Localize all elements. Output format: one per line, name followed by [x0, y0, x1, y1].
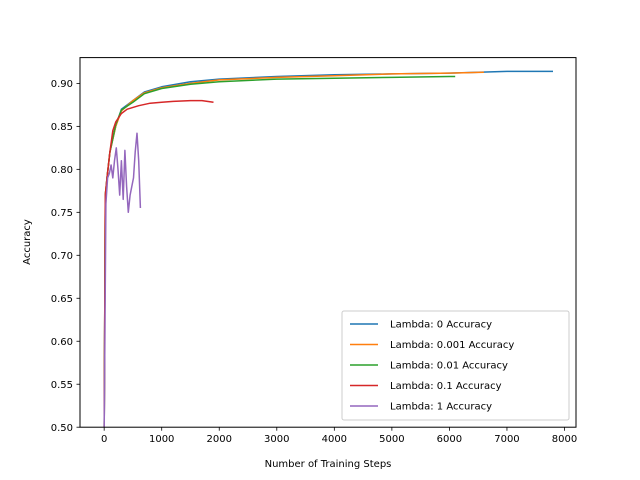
- series-line: [103, 99, 214, 428]
- x-tick-label: 4000: [322, 434, 347, 445]
- legend-label: Lambda: 0.01 Accuracy: [390, 361, 508, 372]
- x-tick-label: 2000: [207, 434, 232, 445]
- plot-area: [103, 70, 553, 428]
- legend-label: Lambda: 0.1 Accuracy: [390, 381, 502, 392]
- legend-box: [341, 310, 570, 421]
- y-tick-label: 0.90: [51, 79, 73, 90]
- y-tick-label: 0.65: [51, 294, 73, 305]
- x-tick-label: 0: [101, 434, 107, 445]
- legend-label: Lambda: 0.001 Accuracy: [390, 340, 514, 351]
- x-tick-label: 5000: [379, 434, 404, 445]
- x-axis-label: Number of Training Steps: [265, 459, 392, 470]
- y-axis: 0.50 0.55 0.60 0.65 0.70 0.75 0.80 0.85 0.90: [51, 79, 80, 434]
- y-tick-label: 0.75: [51, 208, 73, 219]
- series-line: [103, 132, 142, 428]
- x-tick-label: 6000: [437, 434, 462, 445]
- y-tick-label: 0.60: [51, 337, 73, 348]
- x-axis: 0 1000 2000 3000 4000 5000 6000 7000 8000: [101, 427, 577, 445]
- plot-frame: [79, 57, 577, 428]
- x-tick-label: 7000: [494, 434, 519, 445]
- y-axis-label: Accuracy: [22, 219, 33, 265]
- legend: Lambda: 0 Accuracy Lambda: 0.001 Accuracy…: [341, 310, 570, 421]
- y-tick-label: 0.85: [51, 122, 73, 133]
- y-tick-label: 0.55: [51, 380, 73, 391]
- x-tick-label: 3000: [264, 434, 289, 445]
- legend-label: Lambda: 0 Accuracy: [390, 320, 492, 331]
- y-tick-label: 0.50: [51, 423, 73, 434]
- x-tick-label: 1000: [149, 434, 174, 445]
- x-tick-label: 8000: [552, 434, 577, 445]
- y-tick-label: 0.70: [51, 251, 73, 262]
- y-tick-label: 0.80: [51, 165, 73, 176]
- legend-label: Lambda: 1 Accuracy: [390, 402, 492, 413]
